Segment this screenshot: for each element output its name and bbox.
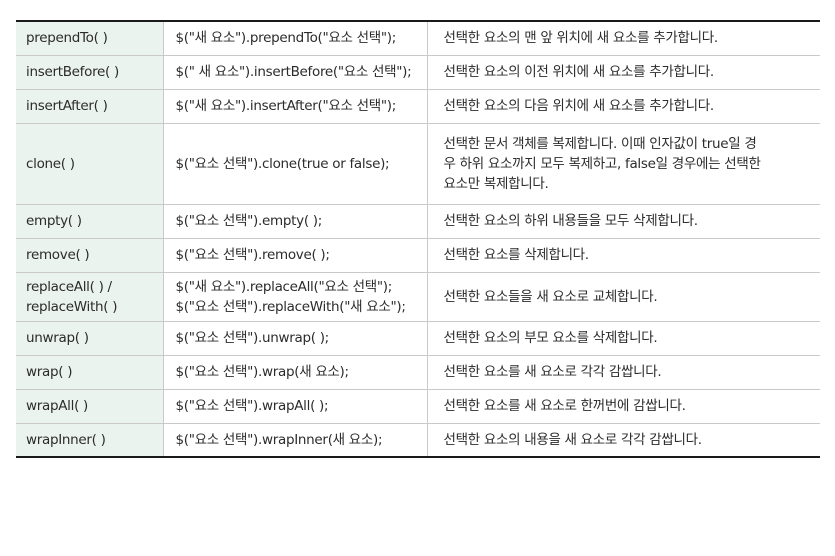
table-row: unwrap( ) $("요소 선택").unwrap( ); 선택한 요소의 부모…: [16, 321, 820, 355]
syntax-cell: $("요소 선택").clone(true or false);: [163, 123, 428, 204]
description-text: 선택한 문서 객체를 복제합니다. 이때 인자값이 true일 경: [443, 135, 757, 152]
method-text: prependTo( ): [26, 30, 108, 47]
table-row: replaceAll( ) / replaceWith( ) $("새 요소").r…: [16, 272, 820, 321]
syntax-cell: $("새 요소").prependTo("요소 선택");: [163, 21, 428, 55]
description-cell: 선택한 요소의 하위 내용들을 모두 삭제합니다.: [427, 204, 820, 238]
syntax-cell: $("새 요소").insertAfter("요소 선택");: [163, 89, 428, 123]
method-cell: unwrap( ): [16, 321, 164, 355]
description-cell: 선택한 요소의 맨 앞 위치에 새 요소를 추가합니다.: [427, 21, 820, 55]
description-text: 선택한 요소를 새 요소로 한꺼번에 감쌉니다.: [443, 398, 686, 414]
syntax-cell: $("요소 선택").wrap(새 요소);: [163, 355, 428, 389]
method-cell: wrap( ): [16, 355, 164, 389]
description-text: 선택한 요소를 삭제합니다.: [443, 247, 590, 263]
syntax-text: $("새 요소").insertAfter("요소 선택");: [175, 98, 397, 114]
table-row: insertAfter( ) $("새 요소").insertAfter("요소 …: [16, 89, 820, 123]
syntax-cell: $("요소 선택").remove( );: [163, 238, 428, 272]
method-cell: insertAfter( ): [16, 89, 164, 123]
table-row: insertBefore( ) $(" 새 요소").insertBefore("…: [16, 55, 820, 89]
syntax-text: $("요소 선택").remove( );: [175, 247, 330, 263]
description-cell: 선택한 요소의 다음 위치에 새 요소를 추가합니다.: [427, 89, 820, 123]
description-cell: 선택한 요소의 내용을 새 요소로 각각 감쌉니다.: [427, 423, 820, 457]
syntax-cell: $("요소 선택").wrapInner(새 요소);: [163, 423, 428, 457]
description-cell: 선택한 요소들을 새 요소로 교체합니다.: [427, 272, 820, 321]
syntax-text: $("요소 선택").unwrap( );: [175, 330, 330, 346]
syntax-text: $("요소 선택").empty( );: [175, 213, 323, 229]
method-text: replaceAll( ) /: [26, 278, 112, 295]
syntax-cell: $("요소 선택").wrapAll( );: [163, 389, 428, 423]
method-text: remove( ): [26, 247, 90, 263]
method-cell: prependTo( ): [16, 21, 164, 55]
syntax-text: $("요소 선택").wrapInner(새 요소);: [175, 431, 383, 448]
description-text: 우 하위 요소까지 모두 복제하고, false일 경우에는 선택한: [443, 155, 761, 172]
syntax-cell: $("요소 선택").unwrap( );: [163, 321, 428, 355]
description-cell: 선택한 요소를 새 요소로 각각 감쌉니다.: [427, 355, 820, 389]
method-cell: wrapInner( ): [16, 423, 164, 457]
description-text: 선택한 요소의 내용을 새 요소로 각각 감쌉니다.: [443, 431, 703, 448]
method-cell: remove( ): [16, 238, 164, 272]
description-cell: 선택한 요소를 새 요소로 한꺼번에 감쌉니다.: [427, 389, 820, 423]
method-text: wrapAll( ): [26, 398, 88, 414]
method-cell: replaceAll( ) / replaceWith( ): [16, 272, 164, 321]
description-text: 선택한 요소의 다음 위치에 새 요소를 추가합니다.: [443, 98, 715, 114]
method-text: wrap( ): [26, 364, 73, 380]
method-text: replaceWith( ): [26, 298, 118, 315]
description-text: 요소만 복제합니다.: [443, 175, 549, 192]
method-cell: empty( ): [16, 204, 164, 238]
description-text: 선택한 요소들을 새 요소로 교체합니다.: [443, 288, 658, 305]
description-text: 선택한 요소의 하위 내용들을 모두 삭제합니다.: [443, 213, 699, 229]
syntax-text: $("요소 선택").wrapAll( );: [175, 398, 329, 414]
table-row: remove( ) $("요소 선택").remove( ); 선택한 요소를 삭제…: [16, 238, 820, 272]
syntax-cell: $("새 요소").replaceAll("요소 선택"); $("요소 선택")…: [163, 272, 428, 321]
syntax-text: $("새 요소").prependTo("요소 선택");: [175, 30, 397, 47]
syntax-cell: $(" 새 요소").insertBefore("요소 선택");: [163, 55, 428, 89]
method-text: empty( ): [26, 213, 82, 229]
syntax-text: $("새 요소").replaceAll("요소 선택");: [175, 278, 393, 295]
description-cell: 선택한 요소를 삭제합니다.: [427, 238, 820, 272]
syntax-text: $("요소 선택").wrap(새 요소);: [175, 364, 350, 380]
method-text: unwrap( ): [26, 330, 89, 346]
method-text: wrapInner( ): [26, 431, 106, 448]
table-row: clone( ) $("요소 선택").clone(true or false);…: [16, 123, 820, 204]
description-cell: 선택한 요소의 부모 요소를 삭제합니다.: [427, 321, 820, 355]
method-cell: wrapAll( ): [16, 389, 164, 423]
table-row: wrap( ) $("요소 선택").wrap(새 요소); 선택한 요소를 새 요…: [16, 355, 820, 389]
syntax-text: $("요소 선택").clone(true or false);: [175, 155, 390, 172]
description-text: 선택한 요소의 맨 앞 위치에 새 요소를 추가합니다.: [443, 30, 719, 47]
jquery-dom-methods-table-container: prependTo( ) $("새 요소").prependTo("요소 선택")…: [16, 20, 820, 458]
table-body: prependTo( ) $("새 요소").prependTo("요소 선택")…: [16, 21, 820, 457]
table-row: empty( ) $("요소 선택").empty( ); 선택한 요소의 하위 내…: [16, 204, 820, 238]
description-cell: 선택한 요소의 이전 위치에 새 요소를 추가합니다.: [427, 55, 820, 89]
method-text: insertBefore( ): [26, 64, 119, 80]
method-text: insertAfter( ): [26, 98, 108, 114]
syntax-cell: $("요소 선택").empty( );: [163, 204, 428, 238]
table-row: wrapInner( ) $("요소 선택").wrapInner(새 요소); 선…: [16, 423, 820, 457]
description-text: 선택한 요소의 부모 요소를 삭제합니다.: [443, 330, 658, 346]
method-cell: insertBefore( ): [16, 55, 164, 89]
table-row: wrapAll( ) $("요소 선택").wrapAll( ); 선택한 요소를 …: [16, 389, 820, 423]
syntax-text: $(" 새 요소").insertBefore("요소 선택");: [175, 64, 412, 80]
method-cell: clone( ): [16, 123, 164, 204]
description-text: 선택한 요소의 이전 위치에 새 요소를 추가합니다.: [443, 64, 715, 80]
method-text: clone( ): [26, 155, 75, 172]
jquery-dom-methods-table: prependTo( ) $("새 요소").prependTo("요소 선택")…: [16, 20, 820, 458]
syntax-text: $("요소 선택").replaceWith("새 요소");: [175, 298, 406, 315]
table-row: prependTo( ) $("새 요소").prependTo("요소 선택")…: [16, 21, 820, 55]
description-text: 선택한 요소를 새 요소로 각각 감쌉니다.: [443, 364, 662, 380]
